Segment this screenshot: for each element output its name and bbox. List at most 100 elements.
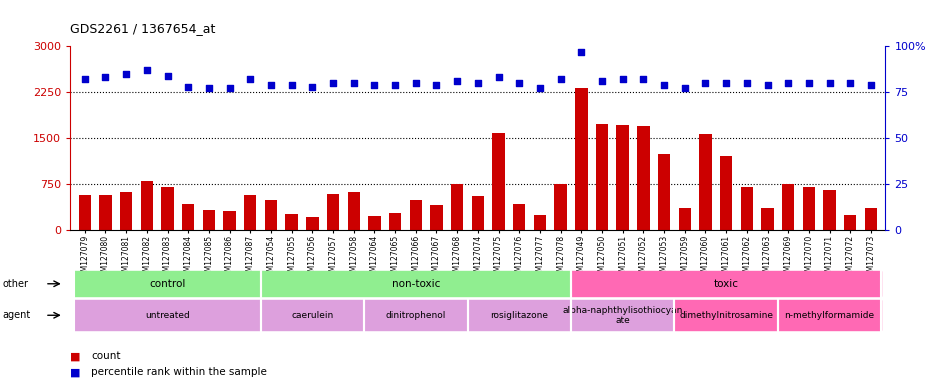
Text: alpha-naphthylisothiocyan
ate: alpha-naphthylisothiocyan ate (562, 306, 682, 325)
Point (759, 82, 774, 88)
Point (304, 84, 319, 90)
Text: ■: ■ (70, 351, 80, 361)
Text: count: count (91, 351, 120, 361)
Text: untreated: untreated (145, 311, 190, 320)
Bar (161, 187, 173, 230)
Point (160, 73, 175, 79)
Point (593, 78, 608, 84)
Bar (260, 271, 570, 296)
Point (615, 76, 630, 82)
Text: control: control (149, 279, 185, 289)
Bar (719, 156, 732, 230)
Bar (140, 181, 153, 230)
Text: toxic: toxic (713, 279, 738, 289)
Bar (347, 192, 359, 230)
Point (346, 80, 361, 86)
Point (511, 80, 526, 86)
Bar (202, 210, 215, 230)
Point (98, 74, 113, 81)
Bar (570, 300, 674, 331)
Bar (285, 214, 298, 230)
Point (718, 80, 733, 86)
Text: dinitrophenol: dinitrophenol (386, 311, 446, 320)
Bar (674, 300, 777, 331)
Point (800, 80, 815, 86)
Bar (99, 195, 111, 230)
Point (532, 85, 547, 91)
Bar (570, 271, 881, 296)
Bar (595, 124, 607, 230)
Point (325, 80, 340, 86)
Bar (636, 126, 649, 230)
Point (77, 76, 92, 82)
Point (408, 80, 423, 86)
Text: percentile rank within the sample: percentile rank within the sample (91, 367, 267, 377)
Bar (74, 300, 260, 331)
Point (284, 82, 299, 88)
Bar (823, 190, 835, 230)
Point (449, 78, 464, 84)
Bar (182, 204, 194, 230)
Bar (802, 187, 814, 230)
Point (139, 67, 154, 73)
Bar (243, 195, 256, 230)
Point (656, 82, 671, 88)
Point (263, 82, 278, 88)
Bar (678, 208, 690, 230)
Point (222, 85, 237, 91)
Bar (368, 216, 380, 230)
Bar (79, 195, 91, 230)
Bar (864, 208, 876, 230)
Bar (491, 133, 505, 230)
Bar (843, 215, 856, 230)
Point (552, 76, 567, 82)
Bar (761, 208, 773, 230)
Bar (698, 134, 711, 230)
Bar (306, 217, 318, 230)
Bar (513, 204, 525, 230)
Bar (265, 200, 277, 230)
Bar (388, 213, 401, 230)
Text: dimethylnitrosamine: dimethylnitrosamine (679, 311, 772, 320)
Point (863, 82, 878, 88)
Point (470, 80, 485, 86)
Bar (657, 154, 669, 230)
Point (780, 80, 795, 86)
Point (429, 82, 444, 88)
Bar (260, 300, 364, 331)
Text: ■: ■ (70, 367, 80, 377)
Text: caerulein: caerulein (291, 311, 333, 320)
Bar (223, 211, 236, 230)
Text: n-methylformamide: n-methylformamide (783, 311, 873, 320)
Bar (534, 215, 546, 230)
Point (697, 80, 712, 86)
Bar (782, 184, 794, 230)
Point (636, 76, 651, 82)
Bar (364, 300, 467, 331)
Bar (616, 125, 628, 230)
Point (201, 85, 216, 91)
Point (367, 82, 382, 88)
Bar (430, 205, 442, 230)
Point (242, 76, 257, 82)
Bar (450, 184, 463, 230)
Text: agent: agent (3, 310, 31, 320)
Text: rosiglitazone: rosiglitazone (490, 311, 548, 320)
Bar (409, 200, 421, 230)
Point (739, 80, 753, 86)
Point (388, 82, 402, 88)
Bar (74, 271, 260, 296)
Point (490, 74, 505, 81)
Point (841, 80, 856, 86)
Bar (575, 88, 587, 230)
Bar (327, 194, 339, 230)
Point (573, 48, 588, 55)
Text: GDS2261 / 1367654_at: GDS2261 / 1367654_at (70, 22, 215, 35)
Point (821, 80, 836, 86)
Point (181, 84, 196, 90)
Point (677, 85, 692, 91)
Bar (777, 300, 881, 331)
Text: non-toxic: non-toxic (391, 279, 440, 289)
Bar (467, 300, 570, 331)
Text: other: other (3, 279, 29, 289)
